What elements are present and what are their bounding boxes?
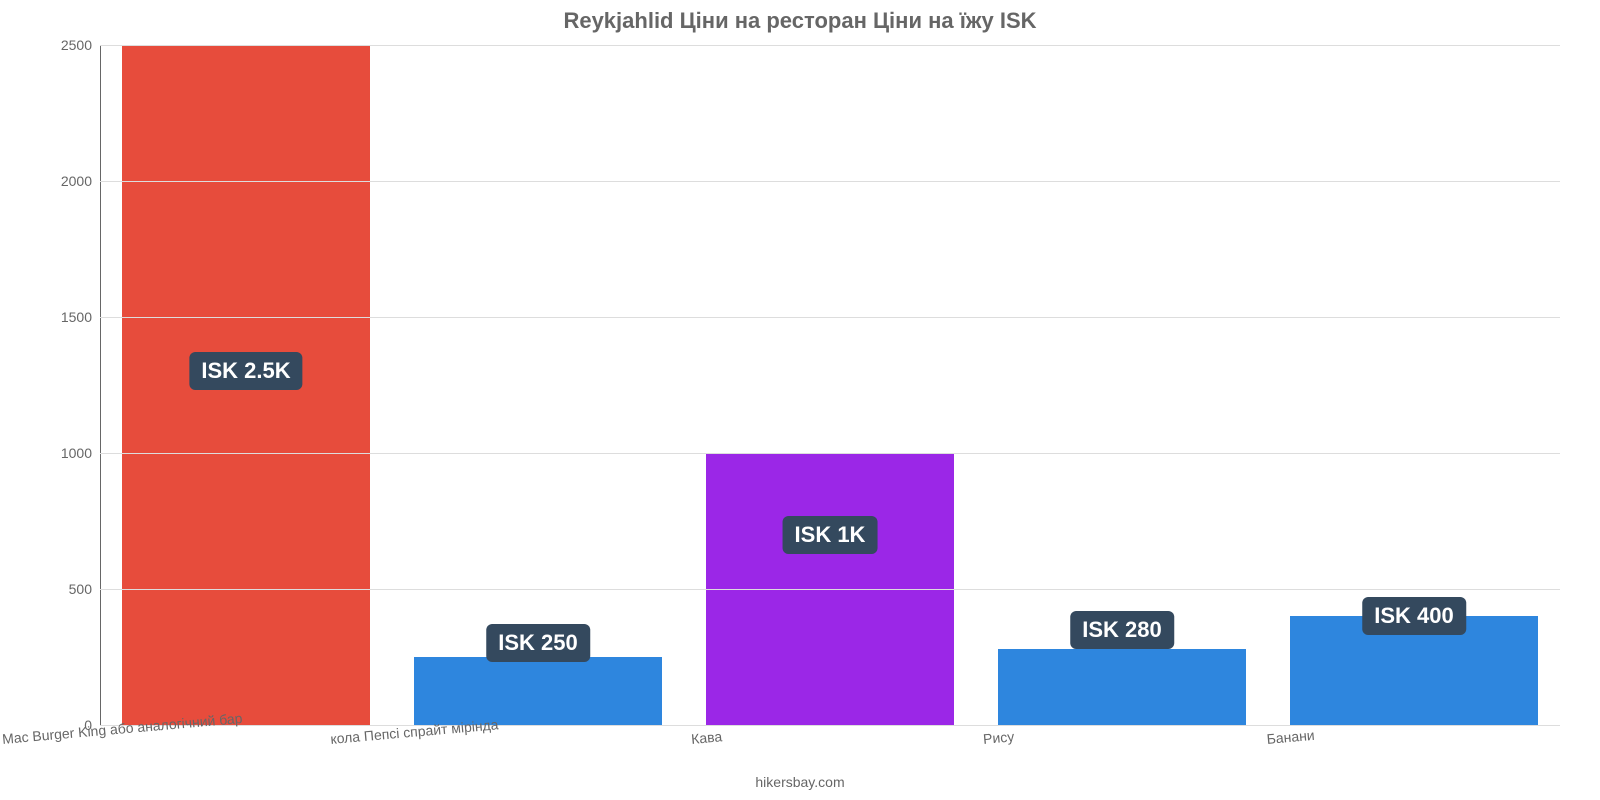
value-badge: ISK 400	[1362, 597, 1466, 635]
y-tick-label: 500	[69, 581, 100, 597]
plot-area: 05001000150020002500Mac Burger King або …	[100, 45, 1560, 725]
gridline	[100, 725, 1560, 726]
value-badge: ISK 280	[1070, 611, 1174, 649]
y-tick-label: 2000	[61, 173, 100, 189]
x-tick-label: Банани	[1266, 727, 1315, 747]
y-tick-label: 1000	[61, 445, 100, 461]
value-badge: ISK 250	[486, 624, 590, 662]
chart-container: Reykjahlid Ціни на ресторан Ціни на їжу …	[0, 0, 1600, 800]
gridline	[100, 453, 1560, 454]
gridline	[100, 589, 1560, 590]
gridline	[100, 45, 1560, 46]
gridline	[100, 181, 1560, 182]
chart-title: Reykjahlid Ціни на ресторан Ціни на їжу …	[0, 8, 1600, 34]
bars-layer	[100, 45, 1560, 725]
value-badge: ISK 2.5K	[189, 352, 302, 390]
y-tick-label: 1500	[61, 309, 100, 325]
gridline	[100, 317, 1560, 318]
bar	[998, 649, 1246, 725]
value-badge: ISK 1K	[783, 516, 878, 554]
chart-footer: hikersbay.com	[0, 774, 1600, 790]
bar	[414, 657, 662, 725]
y-tick-label: 2500	[61, 37, 100, 53]
x-tick-label: Кава	[690, 728, 722, 747]
x-tick-label: Рису	[982, 728, 1014, 747]
